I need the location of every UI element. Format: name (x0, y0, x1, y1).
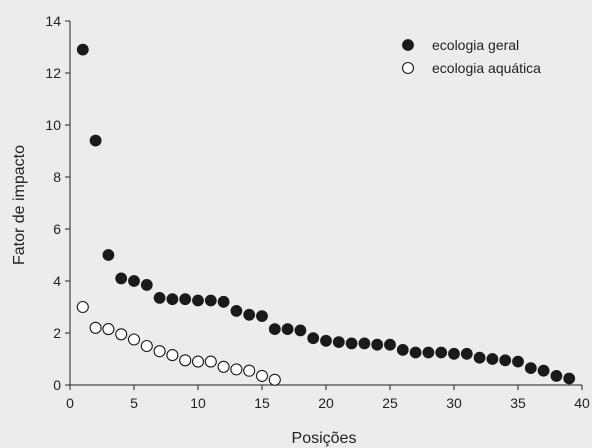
y-tick-label: 8 (53, 169, 61, 185)
x-axis-title: Posições (292, 430, 357, 447)
data-point (243, 364, 256, 377)
data-point (256, 310, 268, 323)
data-point (217, 360, 230, 373)
data-point (153, 291, 166, 304)
x-tick-label: 35 (510, 395, 526, 411)
data-point (332, 336, 345, 349)
data-point (345, 337, 358, 350)
data-point (204, 355, 217, 368)
data-point (230, 304, 243, 317)
data-point (166, 293, 179, 306)
data-point (563, 372, 576, 385)
data-point (76, 43, 89, 56)
data-point (191, 355, 205, 368)
data-point (448, 347, 460, 360)
x-tick-label: 40 (574, 395, 590, 411)
legend-label: ecologia geral (432, 37, 519, 53)
data-point (128, 275, 140, 287)
data-point (486, 353, 499, 365)
data-point (115, 328, 128, 341)
data-point (243, 308, 256, 321)
data-point (268, 373, 281, 386)
data-points (76, 43, 576, 386)
x-tick-label: 30 (446, 395, 462, 411)
x-tick-label: 10 (190, 395, 206, 411)
data-point (230, 363, 243, 376)
data-point (140, 278, 153, 291)
x-tick-label: 5 (130, 395, 138, 411)
y-tick-label: 6 (53, 221, 61, 237)
data-point (281, 323, 294, 336)
data-point (307, 332, 320, 345)
data-point (179, 293, 192, 306)
data-point (358, 337, 371, 350)
y-tick-label: 14 (45, 13, 61, 29)
data-point (166, 349, 179, 362)
y-tick-label: 4 (53, 273, 61, 289)
data-point (537, 364, 550, 377)
data-point (460, 347, 473, 360)
data-point (179, 354, 192, 367)
data-point (153, 345, 166, 358)
y-tick-label: 12 (45, 65, 61, 81)
data-point (422, 346, 435, 359)
data-point (499, 354, 512, 367)
data-point (102, 249, 115, 261)
data-point (550, 369, 563, 382)
data-point (89, 134, 102, 147)
data-point (371, 338, 384, 351)
data-point (320, 334, 332, 347)
y-tick-label: 0 (53, 377, 61, 393)
data-point (384, 338, 396, 351)
ticks: 0 2 4 6 8 10 12 14 0 5 10 15 20 25 30 35 40 (45, 13, 590, 411)
legend-marker (402, 39, 414, 51)
x-tick-label: 0 (66, 395, 74, 411)
data-point (524, 362, 537, 375)
legend: ecologia geral ecologia aquática (401, 37, 541, 76)
legend-label: ecologia aquática (432, 60, 541, 76)
data-point (268, 323, 281, 336)
x-tick-label: 20 (318, 395, 334, 411)
data-point (473, 351, 486, 364)
data-point (89, 321, 102, 334)
data-point (127, 333, 141, 346)
data-point (396, 343, 409, 356)
y-tick-label: 10 (45, 117, 61, 133)
y-tick-label: 2 (53, 325, 61, 341)
data-point (140, 339, 153, 353)
legend-marker (401, 61, 415, 75)
data-point (204, 294, 217, 307)
series-ecologia-geral (76, 43, 576, 385)
data-point (192, 294, 204, 307)
data-point (255, 369, 269, 382)
x-tick-label: 25 (382, 395, 398, 411)
data-point (409, 346, 422, 359)
data-point (76, 300, 89, 314)
data-point (102, 323, 115, 336)
y-axis-title: Fator de impacto (11, 145, 28, 265)
series-ecologia-aquatica (76, 300, 281, 386)
data-point (217, 295, 230, 308)
x-tick-label: 15 (254, 395, 270, 411)
data-point (435, 346, 448, 359)
data-point (115, 272, 128, 285)
data-point (294, 324, 307, 337)
data-point (512, 355, 524, 368)
